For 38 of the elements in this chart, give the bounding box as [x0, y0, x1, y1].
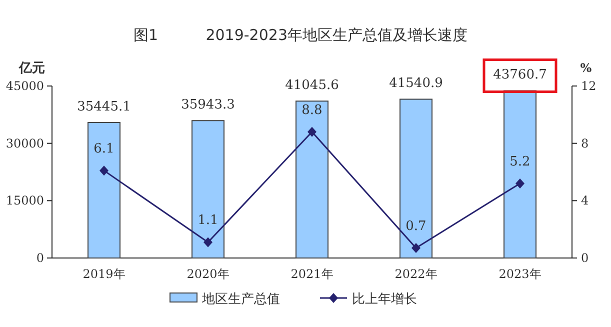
data-label: 41540.9	[389, 76, 443, 92]
data-label: 35943.3	[181, 98, 235, 113]
data-label: 5.2	[510, 154, 530, 170]
y-tick-label: 45000	[6, 79, 44, 93]
x-tick-label: 2022年	[394, 267, 438, 281]
legend-label: 地区生产总值	[201, 292, 280, 307]
data-label: 1.1	[198, 213, 218, 228]
y-tick-label: 15000	[6, 194, 44, 208]
point	[412, 242, 420, 253]
data-label: 0.7	[406, 218, 426, 234]
data-label: 35445.1	[77, 100, 131, 115]
bar	[400, 98, 432, 258]
y-axis-title: 亿元	[18, 61, 45, 76]
y2-axis-title: %	[580, 61, 592, 75]
y2-tick-label: 0	[581, 251, 589, 265]
legend-label: 比上年增长	[352, 292, 417, 307]
y-tick-label: 30000	[6, 136, 44, 150]
point	[100, 166, 108, 176]
x-tick-label: 2019年	[82, 267, 126, 281]
x-tick-label: 2020年	[186, 267, 230, 281]
x-tick-label: 2023年	[498, 267, 542, 281]
chart-title: 图1 2019-2023年地区生产总值及增长速度	[134, 26, 468, 44]
bar	[296, 100, 328, 258]
y2-tick-label: 12	[581, 79, 596, 93]
point	[516, 178, 524, 188]
bar	[88, 122, 120, 258]
y2-tick-label: 8	[581, 136, 589, 150]
y2-tick-label: 4	[581, 194, 589, 208]
data-label: 41045.6	[285, 78, 339, 94]
data-label: 43760.7	[493, 68, 547, 83]
point	[308, 126, 316, 137]
y-tick-label: 0	[36, 251, 44, 265]
point	[204, 237, 212, 248]
data-label: 6.1	[94, 142, 114, 157]
data-label: 8.8	[302, 102, 322, 118]
x-tick-label: 2021年	[290, 267, 334, 281]
bar	[192, 120, 224, 258]
bar	[504, 90, 536, 258]
